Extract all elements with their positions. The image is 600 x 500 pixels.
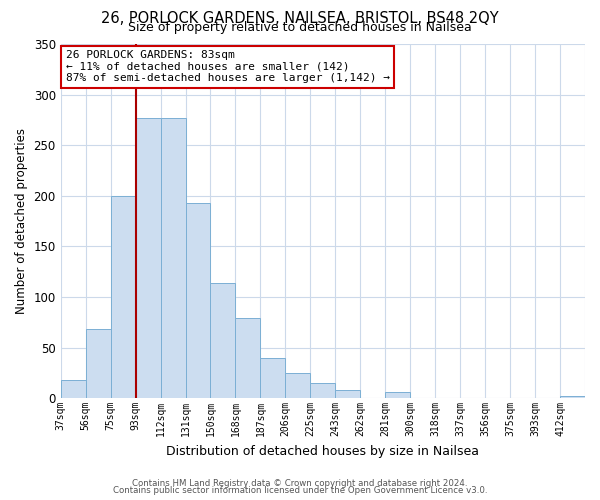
- Bar: [286, 373, 310, 398]
- Bar: [161, 118, 185, 398]
- Text: Contains HM Land Registry data © Crown copyright and database right 2024.: Contains HM Land Registry data © Crown c…: [132, 478, 468, 488]
- Y-axis label: Number of detached properties: Number of detached properties: [15, 128, 28, 314]
- Bar: [385, 392, 410, 398]
- Bar: [235, 318, 260, 398]
- Text: Size of property relative to detached houses in Nailsea: Size of property relative to detached ho…: [128, 22, 472, 35]
- Text: 26 PORLOCK GARDENS: 83sqm
← 11% of detached houses are smaller (142)
87% of semi: 26 PORLOCK GARDENS: 83sqm ← 11% of detac…: [65, 50, 389, 84]
- Text: 26, PORLOCK GARDENS, NAILSEA, BRISTOL, BS48 2QY: 26, PORLOCK GARDENS, NAILSEA, BRISTOL, B…: [101, 11, 499, 26]
- Bar: [136, 118, 161, 398]
- Bar: [260, 358, 286, 398]
- X-axis label: Distribution of detached houses by size in Nailsea: Distribution of detached houses by size …: [166, 444, 479, 458]
- Bar: [110, 196, 136, 398]
- Bar: [86, 330, 110, 398]
- Bar: [185, 203, 211, 398]
- Bar: [211, 283, 235, 398]
- Bar: [335, 390, 360, 398]
- Bar: [560, 396, 585, 398]
- Bar: [310, 383, 335, 398]
- Text: Contains public sector information licensed under the Open Government Licence v3: Contains public sector information licen…: [113, 486, 487, 495]
- Bar: [61, 380, 86, 398]
